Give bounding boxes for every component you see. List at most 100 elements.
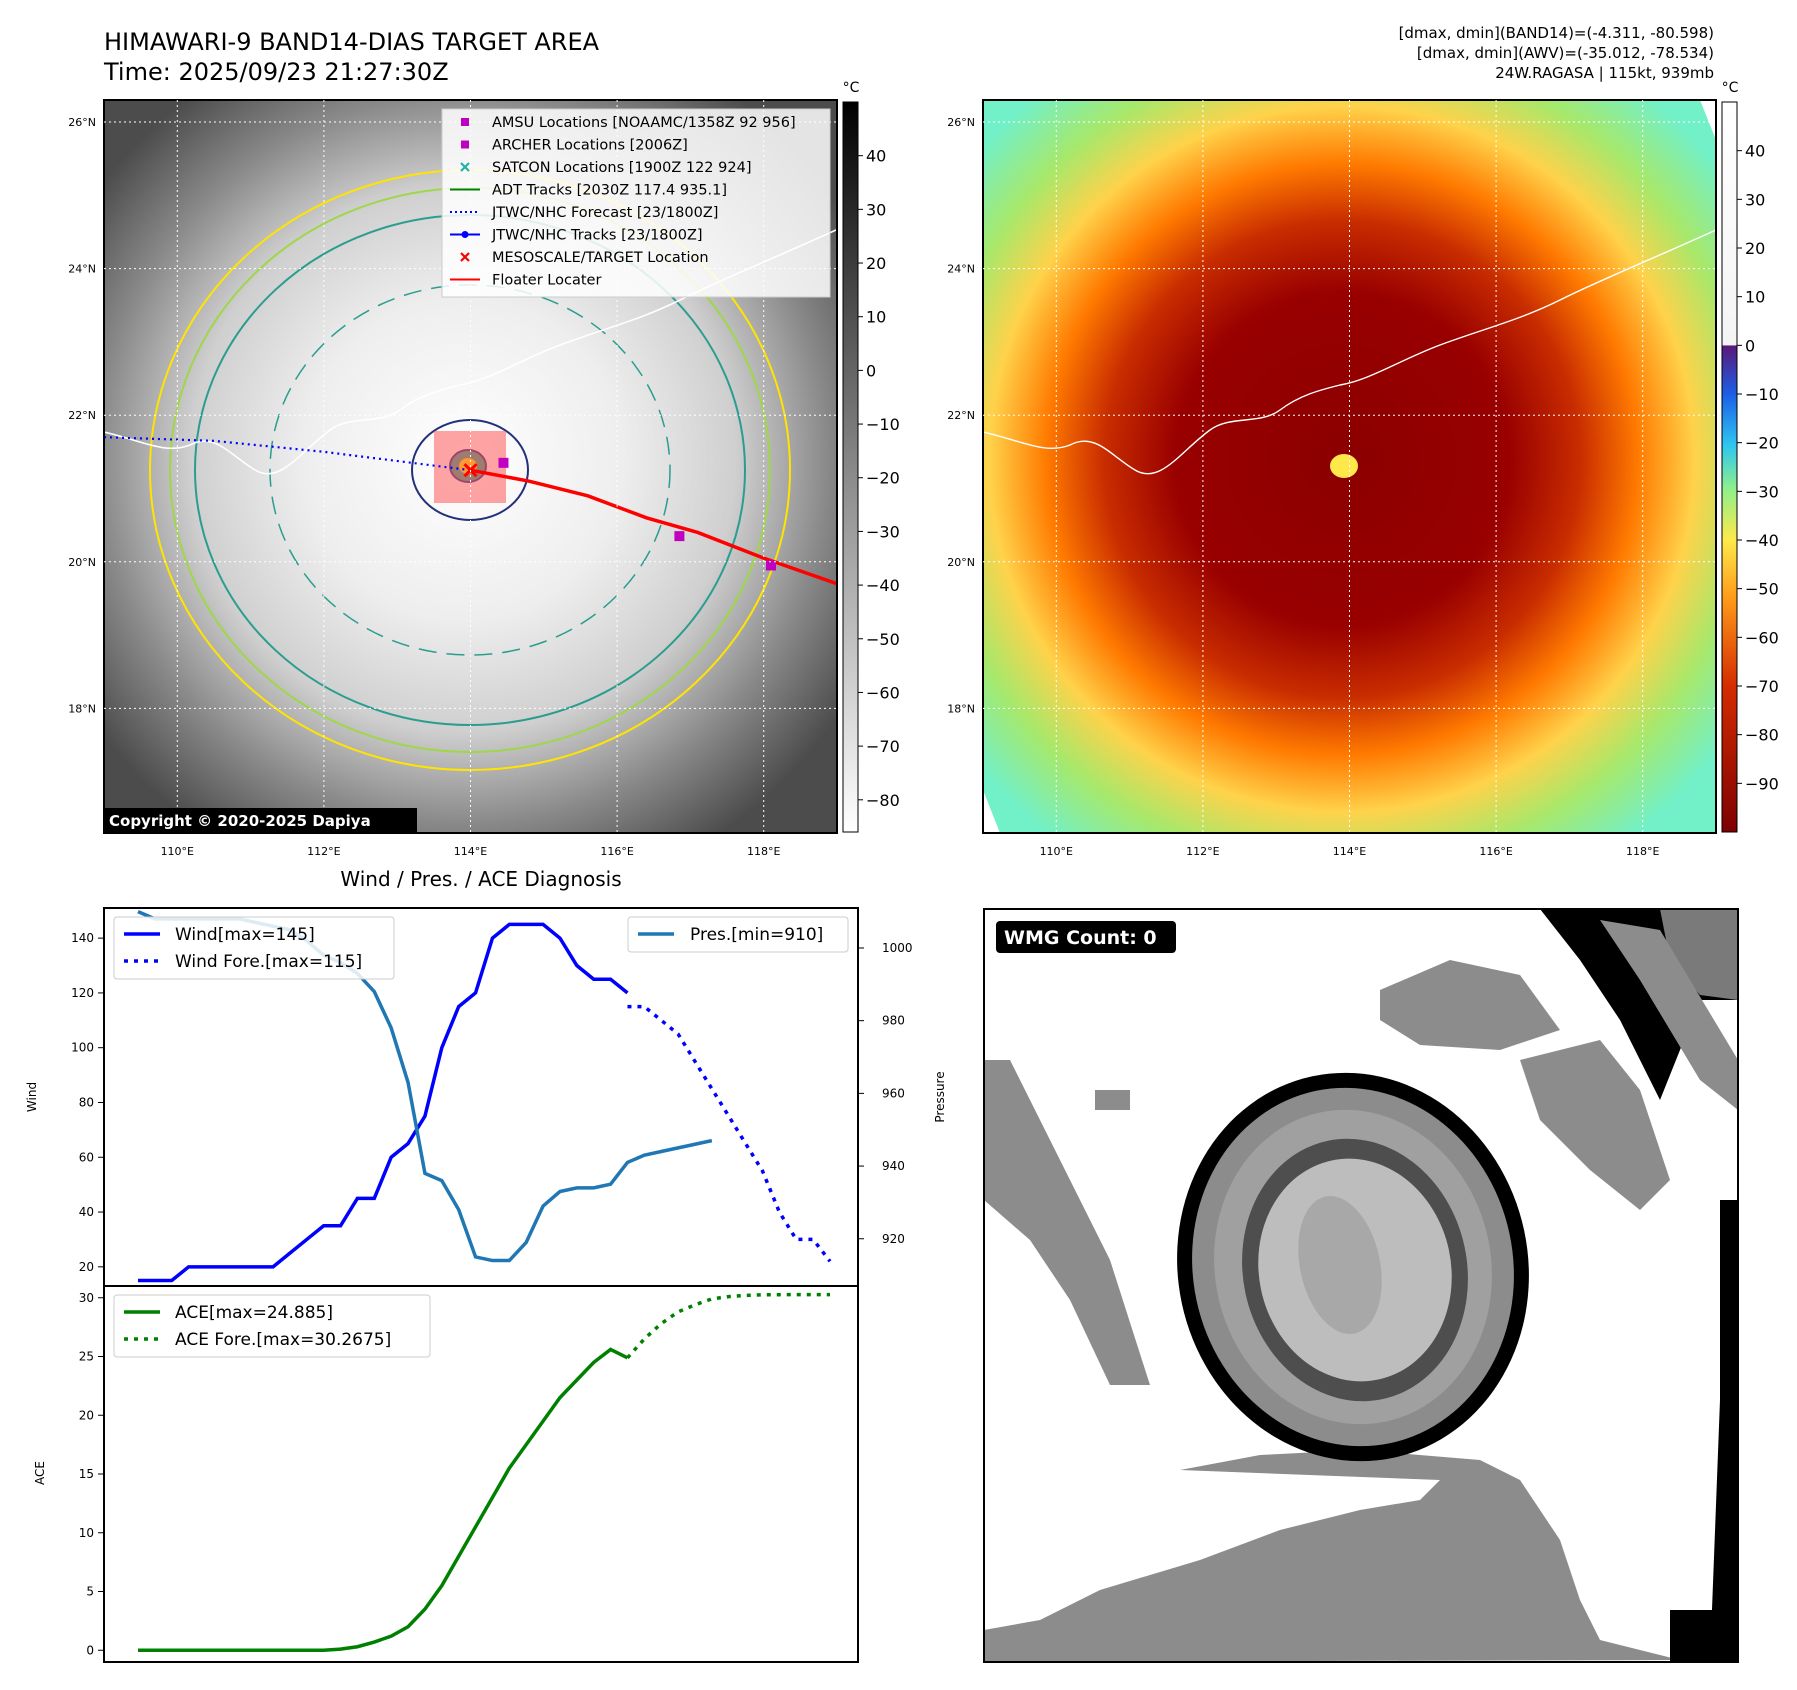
map-legend-entry: ADT Tracks [2030Z 117.4 935.1] [450,183,727,199]
storm-info-text: 24W.RAGASA | 115kt, 939mb [1495,64,1714,82]
color-colorbar-tick-label: −80 [1745,726,1779,745]
color-colorbar-tick-label: −40 [1745,531,1779,550]
grayscale-colorbar-tick-label: −10 [866,415,900,434]
wmg-frame [983,908,1739,1663]
map1-lon-label: 118°E [747,845,780,858]
ace-axis-tick-label: 5 [86,1585,94,1599]
map1-lon-label: 110°E [161,845,194,858]
map-legend-label: JTWC/NHC Tracks [23/1800Z] [491,228,703,244]
grayscale-colorbar-tick-label: 20 [866,254,886,273]
ace-axis-tick-label: 30 [79,1291,94,1305]
color-colorbar-bar [1721,101,1738,833]
map-legend-entry: ARCHER Locations [2006Z] [461,138,688,154]
wind-axis-tick-label: 120 [71,986,94,1000]
color-colorbar-tick-label: 0 [1745,336,1755,355]
figure-title: HIMAWARI-9 BAND14-DIAS TARGET AREA [104,28,600,56]
ace-axis-tick-label: 25 [79,1350,94,1364]
color-colorbar-tick-label: 20 [1745,239,1765,258]
grayscale-colorbar-tick-label: −70 [866,737,900,756]
wind-pressure-chart: 20 40 60 80 100 120 140 920 940 960 980 1000 Wind … [25,907,947,1287]
pressure-axis-tick-label: 1000 [882,941,913,955]
pressure-axis-tick-label: 960 [882,1086,905,1100]
grayscale-colorbar-bar [842,101,859,833]
map1-lat-label: 18°N [68,702,96,715]
wind-axis-tick-label: 140 [71,931,94,945]
ace-chart: 0 5 10 15 20 25 30 ACE ACE[max=24.885] ACE For… [33,1285,859,1663]
pressure-legend-box [627,916,849,953]
color-colorbar-tick-label: 30 [1745,190,1765,209]
color-colorbar-tick-label: −20 [1745,434,1779,453]
grayscale-colorbar-unit: °C [843,80,860,96]
wmg-count-badge [996,921,1176,953]
awv-range-text: [dmax, dmin](AWV)=(-35.012, -78.534) [1417,44,1714,62]
map1-coastline [104,229,837,475]
color-colorbar-tick-label: 40 [1745,142,1765,161]
jtwc-forecast-track [104,436,471,472]
grayscale-colorbar-tick-label: 40 [866,147,886,166]
map-legend: AMSU Locations [NOAAMC/1358Z 92 956] ARCH… [450,115,796,289]
ace-axis-label: ACE [33,1461,47,1485]
wind-axis-label: Wind [25,1082,39,1112]
map1-lat-label: 22°N [68,409,96,422]
wind-axis-tick-label: 100 [71,1041,94,1055]
map2-coastline [983,229,1716,475]
map2-lat-label: 20°N [947,556,975,569]
map-legend-entry: MESOSCALE/TARGET Location [460,250,709,266]
map-legend-label: Floater Locater [492,273,601,289]
legend-x-swatch [460,162,470,172]
legend-dot-swatch [461,231,469,238]
ace-axis-tick-label: 20 [79,1408,94,1422]
map-legend-label: SATCON Locations [1900Z 122 924] [492,160,751,176]
pressure-legend-label: Pres.[min=910] [690,925,823,945]
legend-square-swatch [461,140,469,149]
color-colorbar-tick-label: −60 [1745,628,1779,647]
color-colorbar-tick-label: −10 [1745,385,1779,404]
map-legend-entry: JTWC/NHC Tracks [23/1800Z] [450,228,703,244]
floater-locater-line [470,468,837,586]
grayscale-colorbar-tick-label: 0 [866,361,876,380]
wmg-gray-patch-2 [1095,1090,1130,1110]
map-legend-entry: JTWC/NHC Forecast [23/1800Z] [450,205,718,221]
grayscale-colorbar-tick-label: −20 [866,469,900,488]
wmg-band-gray-top [1600,920,1738,1110]
map2-gridlines [983,100,1716,833]
band14-range-text: [dmax, dmin](BAND14)=(-4.311, -80.598) [1399,24,1714,42]
map2-lon-label: 118°E [1626,845,1659,858]
color-colorbar-tick-label: 10 [1745,288,1765,307]
ace-axis-tick-label: 0 [86,1643,94,1657]
copyright-text: Copyright © 2020-2025 Dapiya [109,812,371,830]
wmg-black-corner [1670,1610,1738,1662]
color-colorbar-tick-label: −90 [1745,774,1779,793]
wmg-band-black-right [1710,1200,1738,1662]
map2-lon-label: 112°E [1186,845,1219,858]
map2-lon-label: 110°E [1040,845,1073,858]
wind-series-line [138,922,629,1283]
map1-lon-label: 116°E [600,845,633,858]
ace-forecast-legend-label: ACE Fore.[max=30.2675] [175,1330,391,1350]
map1-lat-label: 24°N [68,263,96,276]
ace-axis-tick-label: 10 [79,1526,94,1540]
map2-lat-label: 24°N [947,263,975,276]
grayscale-colorbar-tick-label: −80 [866,791,900,810]
map1-lon-label: 112°E [307,845,340,858]
pressure-axis-tick-label: 980 [882,1014,905,1028]
grayscale-colorbar-tick-label: −30 [866,522,900,541]
figure-time: Time: 2025/09/23 21:27:30Z [103,58,449,86]
map-legend-label: MESOSCALE/TARGET Location [492,250,709,266]
color-colorbar-tick-label: −70 [1745,677,1779,696]
map2-lat-label: 18°N [947,702,975,715]
wmg-gray-band-bottom [984,1450,1680,1662]
wind-forecast-legend-label: Wind Fore.[max=115] [175,952,362,972]
wind-legend-box [113,916,395,980]
ace-legend-label: ACE[max=24.885] [175,1303,333,1323]
grayscale-colorbar-tick-label: 10 [866,308,886,327]
wind-axis-tick-label: 80 [79,1095,94,1109]
map2-storm-eye [1330,454,1358,478]
color-colorbar-tick-label: −50 [1745,580,1779,599]
wmg-eye-inner [1298,1196,1382,1334]
ace-series-line [138,1347,629,1652]
wind-legend-label: Wind[max=145] [175,925,315,945]
grayscale-colorbar-tick-label: 30 [866,200,886,219]
grayscale-colorbar-tick-label: −40 [866,576,900,595]
